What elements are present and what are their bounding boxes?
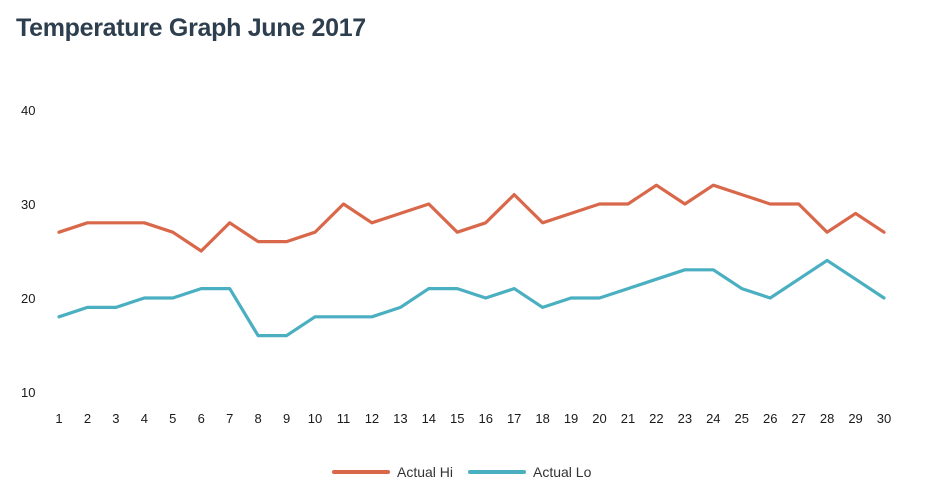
- x-tick-label: 15: [450, 411, 464, 426]
- y-tick-label: 40: [21, 103, 35, 118]
- series-line-actual-lo: [57, 258, 886, 338]
- x-tick-label: 9: [283, 411, 290, 426]
- series-lines: [57, 183, 886, 338]
- legend-label-actual-lo: Actual Lo: [533, 464, 592, 480]
- x-tick-label: 30: [877, 411, 891, 426]
- x-tick-label: 7: [226, 411, 233, 426]
- series-line-actual-hi: [57, 183, 886, 253]
- x-tick-label: 18: [535, 411, 549, 426]
- x-tick-label: 17: [507, 411, 521, 426]
- y-axis-ticks: 10 20 30 40: [21, 103, 35, 400]
- x-tick-label: 20: [592, 411, 606, 426]
- x-tick-label: 3: [112, 411, 119, 426]
- x-tick-label: 27: [791, 411, 805, 426]
- x-tick-label: 24: [706, 411, 720, 426]
- x-tick-label: 25: [735, 411, 749, 426]
- x-tick-label: 29: [848, 411, 862, 426]
- x-tick-label: 14: [422, 411, 436, 426]
- legend: Actual Hi Actual Lo: [332, 464, 592, 480]
- x-tick-label: 6: [198, 411, 205, 426]
- x-tick-label: 2: [84, 411, 91, 426]
- y-tick-label: 10: [21, 385, 35, 400]
- x-tick-label: 28: [820, 411, 834, 426]
- x-tick-label: 16: [478, 411, 492, 426]
- x-tick-label: 12: [365, 411, 379, 426]
- x-tick-label: 26: [763, 411, 777, 426]
- x-tick-label: 5: [169, 411, 176, 426]
- legend-label-actual-hi: Actual Hi: [397, 464, 453, 480]
- y-tick-label: 30: [21, 197, 35, 212]
- x-tick-label: 13: [393, 411, 407, 426]
- chart-title: Temperature Graph June 2017: [16, 14, 366, 42]
- x-tick-label: 22: [649, 411, 663, 426]
- x-tick-label: 8: [255, 411, 262, 426]
- x-tick-label: 21: [621, 411, 635, 426]
- x-tick-label: 4: [141, 411, 148, 426]
- x-axis-ticks: 1 2 3 4 5 6 7 8 9 10 11 12 13 14 15 16 17 18 19 20 21 22 23 24 2…: [55, 411, 891, 426]
- y-tick-label: 20: [21, 291, 35, 306]
- x-tick-label: 23: [678, 411, 692, 426]
- x-tick-label: 11: [337, 411, 351, 426]
- x-tick-label: 10: [308, 411, 322, 426]
- x-tick-label: 1: [55, 411, 62, 426]
- x-tick-label: 19: [564, 411, 578, 426]
